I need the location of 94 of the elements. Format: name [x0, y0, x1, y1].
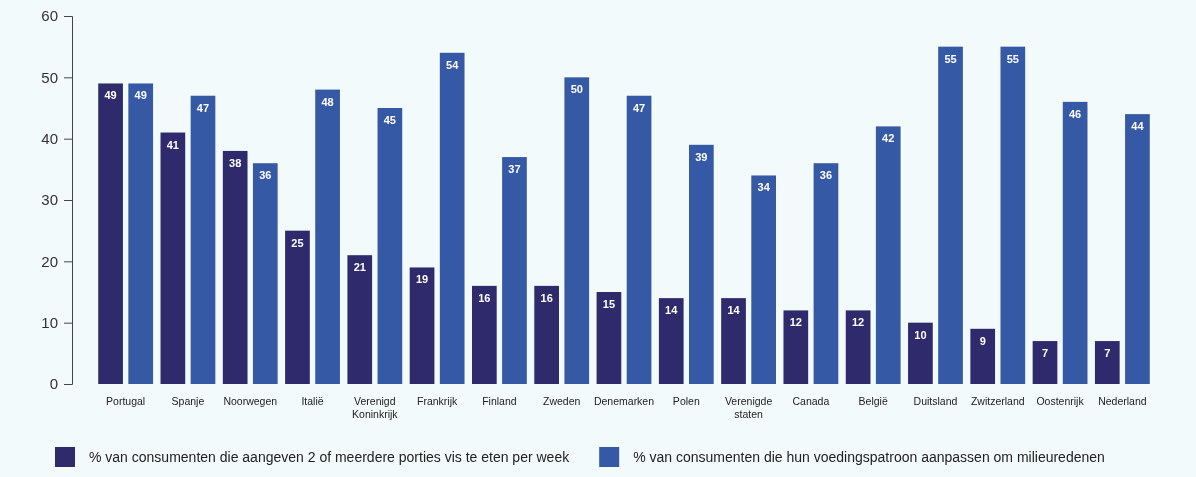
x-tick-label: Verenigd Koninkrijk: [352, 395, 399, 421]
bar: [970, 328, 996, 384]
bar: [938, 46, 963, 384]
bar: [472, 285, 497, 384]
bar: [502, 157, 527, 384]
data-label: 12: [851, 316, 865, 329]
x-tick-label: Zweden: [543, 395, 581, 408]
bar: [658, 298, 684, 384]
data-label: 16: [540, 291, 553, 304]
bar: [534, 285, 559, 384]
y-tick-label: 30: [41, 191, 58, 209]
data-label: 15: [602, 298, 616, 310]
data-label: 16: [478, 291, 491, 304]
data-label: 46: [1069, 107, 1082, 120]
data-label: 10: [914, 328, 927, 341]
bar: [721, 298, 746, 384]
bar: [1094, 341, 1120, 384]
x-tick-label: Zwitzerland: [970, 395, 1025, 408]
x-tick-label: Portugal: [106, 395, 146, 408]
y-tick-label: 60: [41, 7, 58, 25]
data-label: 47: [632, 101, 646, 114]
bar: [1032, 341, 1058, 384]
data-label: 41: [166, 138, 179, 151]
data-label: 38: [229, 156, 242, 169]
data-label: 14: [665, 304, 679, 317]
bar: [315, 89, 340, 384]
bar: [409, 267, 435, 384]
data-label: 19: [415, 273, 429, 286]
bar: [1062, 101, 1088, 384]
y-tick-label: 50: [41, 68, 58, 86]
data-label: 34: [757, 181, 771, 194]
bar: [160, 132, 186, 384]
bar: [347, 255, 373, 384]
bar: [190, 95, 216, 384]
bar: [1000, 46, 1026, 384]
x-tick-label: Duitsland: [913, 395, 958, 408]
data-label: 9: [979, 334, 986, 347]
x-tick-label: Verenigde staten: [724, 395, 773, 421]
data-label: 54: [446, 58, 460, 71]
x-tick-label: Spanje: [171, 395, 205, 408]
data-label: 55: [1006, 52, 1019, 65]
bar: [596, 292, 622, 384]
x-tick-label: Noorwegen: [223, 395, 278, 408]
data-label: 45: [383, 114, 397, 126]
bar: [564, 77, 590, 384]
data-label: 42: [882, 132, 895, 145]
bar: [751, 175, 776, 384]
data-label: 48: [321, 95, 334, 108]
data-label: 12: [789, 316, 802, 329]
data-label: 49: [134, 89, 147, 102]
x-tick-label: Finland: [482, 395, 517, 408]
x-tick-label: Italië: [301, 395, 324, 408]
bar: [252, 163, 278, 384]
bar: [285, 230, 310, 384]
x-tick-label: Oostenrijk: [1036, 395, 1085, 408]
data-label: 37: [508, 163, 521, 176]
x-tick-label: Nederland: [1098, 395, 1147, 408]
data-label: 47: [196, 101, 210, 114]
legend-label: % van consumenten die aangeven 2 of meerdere porties vis te eten per week: [89, 448, 571, 465]
data-label: 36: [819, 169, 833, 182]
x-tick-label: Canada: [792, 395, 830, 408]
data-label: 36: [259, 169, 272, 182]
data-label: 21: [353, 261, 366, 274]
x-tick-label: Polen: [672, 395, 700, 408]
y-tick-label: 10: [41, 313, 58, 331]
bar: [875, 126, 901, 384]
bar: [98, 83, 123, 384]
bar: [689, 144, 714, 384]
bar: [128, 83, 154, 384]
x-tick-label: Denemarken: [593, 395, 655, 408]
bar: [222, 150, 248, 384]
x-tick-label: Frankrijk: [416, 395, 458, 408]
bar: [783, 310, 809, 384]
bar: [439, 52, 465, 384]
x-tick-label: België: [858, 395, 888, 408]
bar: [908, 322, 933, 384]
data-label: 49: [104, 89, 117, 102]
bar: [626, 95, 652, 384]
y-tick-label: 0: [49, 375, 58, 393]
data-label: 14: [727, 304, 741, 317]
bar: [813, 163, 839, 384]
data-label: 7: [1104, 347, 1111, 360]
y-tick-label: 20: [41, 252, 58, 270]
data-label: 55: [944, 52, 957, 65]
data-label: 25: [291, 236, 304, 249]
y-tick-label: 40: [41, 129, 58, 147]
data-label: 7: [1041, 347, 1049, 360]
legend-label: % van consumenten die hun voedingspatroon aanpassen om milieuredenen: [633, 448, 1105, 465]
bar: [1125, 114, 1150, 384]
data-label: 50: [570, 83, 583, 96]
bar: [845, 310, 871, 384]
data-label: 44: [1131, 120, 1145, 133]
bar: [377, 108, 403, 384]
data-label: 39: [695, 150, 708, 163]
